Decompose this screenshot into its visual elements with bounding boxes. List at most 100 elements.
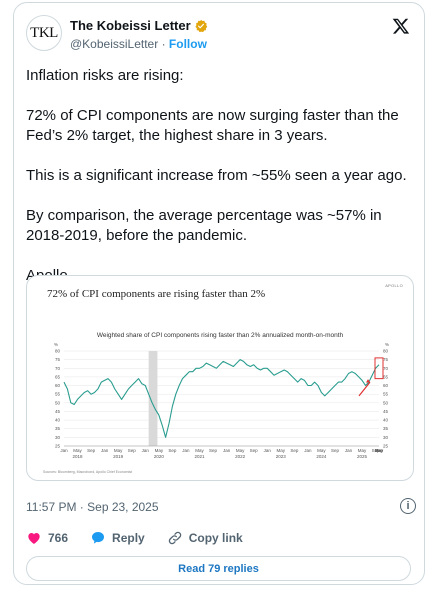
reply-button[interactable]: Reply	[90, 530, 145, 546]
x-year-label: 2020	[154, 454, 165, 459]
tweet-card[interactable]: TKL The Kobeissi Letter @KobeissiLetter …	[13, 2, 425, 585]
y-tick-label-left: 60	[55, 383, 61, 388]
y-axis-unit-left: %	[54, 342, 58, 347]
x-tick-label: May	[73, 448, 82, 453]
x-tick-label: Jan	[142, 448, 150, 453]
timestamp-line: 11:57 PM · Sep 23, 2025 i	[26, 498, 416, 514]
x-tick-label: Sep	[250, 448, 259, 453]
y-tick-label-left: 45	[55, 409, 61, 414]
x-year-label: 2024	[316, 454, 327, 459]
y-tick-label-right: 80	[383, 349, 389, 354]
x-tick-label: Jan	[223, 448, 231, 453]
y-tick-label-left: 80	[55, 349, 61, 354]
x-tick-label: May	[375, 448, 384, 453]
x-tick-label: May	[277, 448, 286, 453]
tweet-media-image[interactable]: 72% of CPI components are rising faster …	[26, 275, 414, 481]
tweet-header: TKL The Kobeissi Letter @KobeissiLetter …	[26, 15, 412, 55]
x-tick-label: Jan	[345, 448, 353, 453]
x-tick-label: Sep	[375, 448, 384, 453]
x-year-label: 2025	[357, 454, 368, 459]
x-tick-label: Jan	[182, 448, 190, 453]
y-tick-label-right: 30	[383, 435, 389, 440]
x-tick-label: Sep	[128, 448, 137, 453]
avatar[interactable]: TKL	[26, 15, 62, 51]
link-icon	[168, 531, 181, 545]
highlight-box	[374, 357, 384, 380]
y-tick-label-right: 35	[383, 426, 389, 431]
line-chart: 25 25 30 30 35 35 40 40 45 45 50 50 55 55 60 60 65 65 70 70…	[54, 342, 389, 459]
highlight-arrowhead	[366, 379, 370, 383]
y-tick-label-left: 50	[55, 400, 61, 405]
x-tick-label: May	[236, 448, 245, 453]
timestamp[interactable]: 11:57 PM · Sep 23, 2025	[26, 500, 159, 514]
read-replies-button[interactable]: Read 79 replies	[26, 556, 411, 581]
y-tick-label-left: 40	[55, 418, 61, 423]
x-tick-label: May	[155, 448, 164, 453]
verified-badge-icon	[195, 19, 207, 32]
y-tick-label-left: 30	[55, 435, 61, 440]
chart-sources: Sources: Bloomberg, Macrobond, Apollo Ch…	[43, 470, 133, 474]
x-tick-label: May	[114, 448, 123, 453]
y-tick-label-left: 65	[55, 374, 61, 379]
copy-link-label: Copy link	[188, 531, 243, 545]
x-tick-label: Jan	[304, 448, 312, 453]
tweet-paragraph: This is a significant increase from ~55%…	[26, 167, 407, 184]
info-icon[interactable]: i	[400, 498, 416, 514]
y-tick-label-left: 75	[55, 357, 61, 362]
reply-label: Reply	[112, 531, 145, 545]
author-name-line[interactable]: The Kobeissi Letter	[70, 18, 208, 33]
y-tick-label-right: 60	[383, 383, 389, 388]
x-tick-label: Jan	[101, 448, 109, 453]
shaded-period	[148, 351, 158, 446]
chart-title: 72% of CPI components are rising faster …	[47, 288, 266, 300]
series-line	[63, 359, 380, 438]
action-bar: 766 Reply Copy link	[26, 529, 265, 547]
y-tick-label-left: 25	[55, 444, 61, 449]
tweet-paragraph: 72% of CPI components are now surging fa…	[26, 107, 399, 144]
tweet-body: Inflation risks are rising: 72% of CPI c…	[26, 66, 416, 306]
x-tick-label: Jan	[375, 448, 383, 453]
x-tick-label: Sep	[209, 448, 218, 453]
x-tick-label: Sep	[290, 448, 299, 453]
x-year-label: 2023	[276, 454, 287, 459]
x-logo-icon[interactable]	[392, 17, 410, 35]
x-tick-label: May	[317, 448, 326, 453]
follow-button[interactable]: Follow	[168, 37, 207, 51]
author-handle[interactable]: @KobeissiLetter	[70, 37, 159, 51]
y-tick-label-right: 75	[383, 357, 389, 362]
y-tick-label-left: 70	[55, 366, 61, 371]
x-tick-label: Jan	[60, 448, 68, 453]
x-tick-label: Sep	[168, 448, 177, 453]
x-tick-label: Sep	[87, 448, 96, 453]
y-tick-label-right: 55	[383, 392, 389, 397]
y-tick-label-right: 70	[383, 366, 389, 371]
like-button[interactable]: 766	[26, 530, 68, 546]
y-tick-label-right: 40	[383, 418, 389, 423]
like-count: 766	[48, 531, 69, 545]
tweet-paragraph: By comparison, the average percentage wa…	[26, 207, 382, 244]
x-year-label: 2018	[73, 454, 84, 459]
handle-line: @KobeissiLetter · Follow	[70, 37, 207, 51]
author-name[interactable]: The Kobeissi Letter	[70, 18, 191, 33]
chart-brand: APOLLO	[385, 283, 403, 288]
heart-icon	[28, 533, 40, 544]
x-year-label: 2019	[113, 454, 124, 459]
copy-link-button[interactable]: Copy link	[167, 530, 243, 546]
y-tick-label-left: 55	[55, 392, 61, 397]
reply-bubble-icon	[92, 532, 105, 544]
x-tick-label: Sep	[372, 448, 381, 453]
chart-subtitle: Weighted share of CPI components rising …	[96, 332, 344, 339]
y-tick-label-right: 45	[383, 409, 389, 414]
x-tick-label: Sep	[331, 448, 340, 453]
y-tick-label-right: 25	[383, 444, 389, 449]
tweet-paragraph: Inflation risks are rising:	[26, 67, 184, 84]
x-year-label: 2022	[235, 454, 246, 459]
y-axis-unit-right: %	[385, 342, 389, 347]
y-tick-label-left: 35	[55, 426, 61, 431]
separator: ·	[158, 37, 169, 51]
highlight-arrow	[358, 381, 371, 397]
x-year-label: 2021	[194, 454, 205, 459]
x-tick-label: May	[358, 448, 367, 453]
x-tick-label: Jan	[264, 448, 272, 453]
y-tick-label-right: 65	[383, 374, 389, 379]
